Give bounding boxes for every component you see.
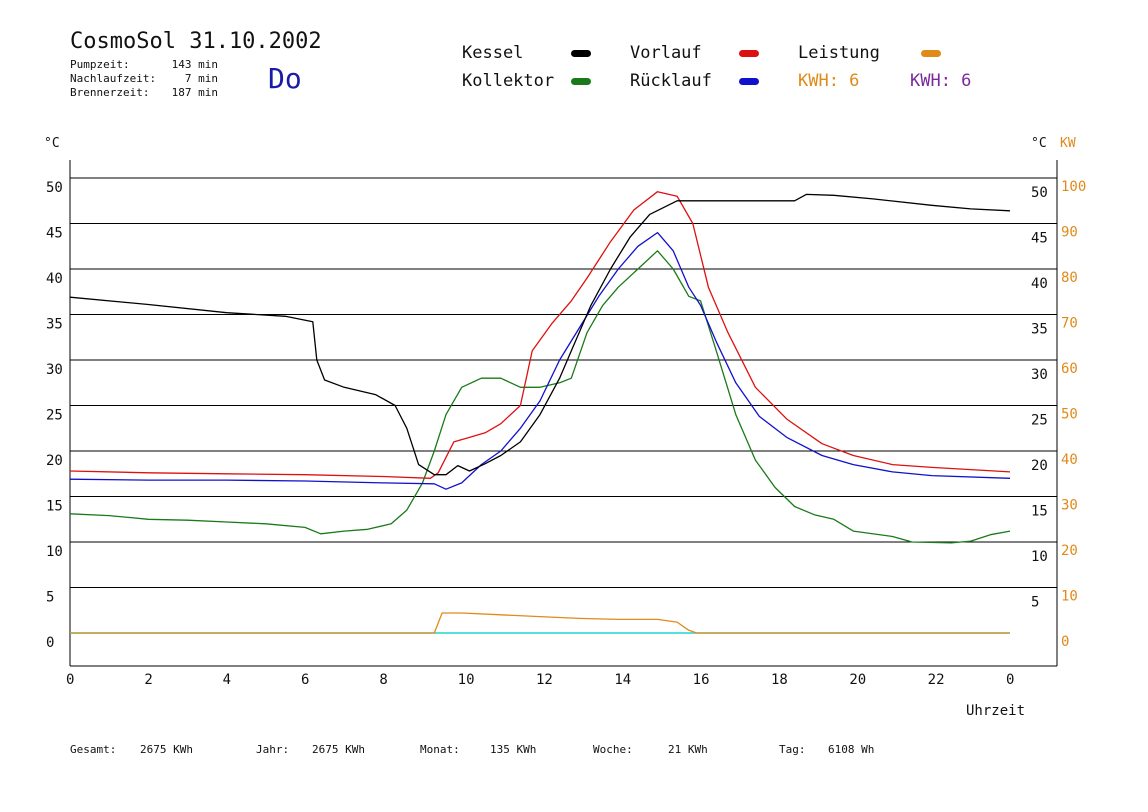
legend-ruecklauf: Rücklauf bbox=[630, 71, 712, 91]
kw-tick-label: 50 bbox=[1061, 407, 1078, 423]
x-tick-label: 8 bbox=[379, 672, 387, 688]
footer-gesamt-label: Gesamt: bbox=[70, 743, 117, 756]
legend-kollektor: Kollektor bbox=[462, 71, 555, 91]
y-tick-label-right: 35 bbox=[1031, 322, 1048, 338]
footer-jahr-value: 2675 KWh bbox=[312, 743, 365, 756]
y-tick-label: 20 bbox=[46, 453, 63, 469]
y-tick-label: 5 bbox=[46, 590, 54, 606]
y-axis-unit-right: °C bbox=[1031, 136, 1047, 151]
brennerzeit-value: 187 min bbox=[171, 86, 218, 99]
y-tick-label: 10 bbox=[46, 544, 63, 560]
nachlaufzeit-value: 7 min bbox=[184, 72, 218, 85]
legend-kessel-swatch bbox=[571, 50, 591, 57]
kw-tick-label: 0 bbox=[1061, 634, 1069, 650]
legend-leistung-swatch bbox=[921, 50, 941, 57]
y-tick-label-right: 5 bbox=[1031, 595, 1039, 611]
legend-kessel: Kessel bbox=[462, 43, 524, 63]
x-tick-label: 10 bbox=[458, 672, 475, 688]
footer-monat-value: 135 KWh bbox=[490, 743, 537, 756]
weekday-label: Do bbox=[268, 62, 302, 95]
footer-gesamt-value: 2675 KWh bbox=[140, 743, 193, 756]
x-tick-label: 4 bbox=[223, 672, 231, 688]
y-tick-label: 50 bbox=[46, 180, 63, 196]
chart-title: CosmoSol 31.10.2002 bbox=[70, 29, 322, 54]
y-tick-label-right: 10 bbox=[1031, 549, 1048, 565]
kw-tick-label: 60 bbox=[1061, 361, 1078, 377]
nachlaufzeit-label: Nachlaufzeit: bbox=[70, 72, 157, 85]
x-tick-label: 20 bbox=[849, 672, 866, 688]
x-tick-label: 6 bbox=[301, 672, 309, 688]
kw-tick-label: 70 bbox=[1061, 316, 1078, 332]
series-line-kollektor bbox=[69, 250, 1011, 544]
y-tick-label-right: 20 bbox=[1031, 458, 1048, 474]
kw-tick-label: 20 bbox=[1061, 543, 1078, 559]
kw-tick-label: 30 bbox=[1061, 498, 1078, 514]
y-tick-label: 15 bbox=[46, 499, 63, 515]
legend-kwh-orange: KWH: 6 bbox=[798, 71, 860, 91]
footer-tag-label: Tag: bbox=[779, 743, 806, 756]
pumpzeit-value: 143 min bbox=[171, 58, 218, 71]
y-tick-label-right: 30 bbox=[1031, 367, 1048, 383]
y-tick-label: 25 bbox=[46, 408, 63, 424]
y-tick-label-right: 25 bbox=[1031, 413, 1048, 429]
legend-vorlauf-swatch bbox=[739, 50, 759, 57]
footer-woche-value: 21 KWh bbox=[668, 743, 708, 756]
y-tick-label: 40 bbox=[46, 271, 63, 287]
x-tick-label: 18 bbox=[771, 672, 788, 688]
legend-leistung: Leistung bbox=[798, 43, 880, 63]
legend-vorlauf: Vorlauf bbox=[630, 43, 702, 63]
kw-tick-label: 10 bbox=[1061, 589, 1078, 605]
kw-tick-label: 100 bbox=[1061, 179, 1086, 195]
y-tick-label-right: 45 bbox=[1031, 231, 1048, 247]
x-tick-label: 0 bbox=[1006, 672, 1014, 688]
footer-jahr-label: Jahr: bbox=[256, 743, 290, 756]
brennerzeit-label: Brennerzeit: bbox=[70, 86, 150, 99]
x-tick-label: 2 bbox=[144, 672, 152, 688]
y-tick-label: 45 bbox=[46, 226, 63, 242]
y-tick-label-right: 15 bbox=[1031, 504, 1048, 520]
y-tick-label: 30 bbox=[46, 362, 63, 378]
y-tick-label: 35 bbox=[46, 317, 63, 333]
pumpzeit-label: Pumpzeit: bbox=[70, 58, 130, 71]
y-tick-label-right: 40 bbox=[1031, 276, 1048, 292]
y-tick-label: 0 bbox=[46, 635, 54, 651]
x-tick-label: 14 bbox=[614, 672, 631, 688]
x-tick-label: 0 bbox=[66, 672, 74, 688]
x-tick-label: 12 bbox=[536, 672, 553, 688]
kw-tick-label: 90 bbox=[1061, 225, 1078, 241]
y-axis-unit-kw: KW bbox=[1060, 136, 1076, 151]
series-line-ruecklauf bbox=[69, 231, 1011, 490]
y-tick-label-right: 50 bbox=[1031, 185, 1048, 201]
footer-woche-label: Woche: bbox=[593, 743, 633, 756]
y-axis-unit-left: °C bbox=[44, 136, 60, 151]
footer-monat-label: Monat: bbox=[420, 743, 460, 756]
series-line-kessel bbox=[69, 193, 1011, 476]
x-tick-label: 16 bbox=[693, 672, 710, 688]
x-tick-label: 22 bbox=[928, 672, 945, 688]
legend-ruecklauf-swatch bbox=[739, 78, 759, 85]
kw-tick-label: 40 bbox=[1061, 452, 1078, 468]
series-line-vorlauf bbox=[69, 191, 1011, 479]
footer-tag-value: 6108 Wh bbox=[828, 743, 875, 756]
legend-kollektor-swatch bbox=[571, 78, 591, 85]
kw-tick-label: 80 bbox=[1061, 270, 1078, 286]
legend-kwh-purple: KWH: 6 bbox=[910, 71, 972, 91]
series-line-leistung bbox=[70, 612, 1010, 634]
x-axis-label: Uhrzeit bbox=[966, 703, 1025, 719]
